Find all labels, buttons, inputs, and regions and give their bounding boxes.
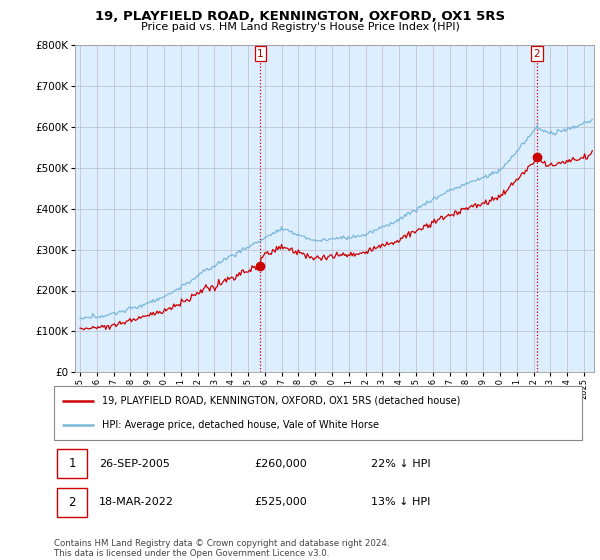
FancyBboxPatch shape: [54, 386, 582, 440]
Text: 13% ↓ HPI: 13% ↓ HPI: [371, 497, 430, 507]
FancyBboxPatch shape: [56, 488, 87, 517]
Text: Contains HM Land Registry data © Crown copyright and database right 2024.
This d: Contains HM Land Registry data © Crown c…: [54, 539, 389, 558]
Text: 1: 1: [68, 457, 76, 470]
Text: 1: 1: [257, 49, 264, 59]
Text: 22% ↓ HPI: 22% ↓ HPI: [371, 459, 430, 469]
Text: £260,000: £260,000: [254, 459, 307, 469]
Text: 2: 2: [534, 49, 541, 59]
Text: 19, PLAYFIELD ROAD, KENNINGTON, OXFORD, OX1 5RS (detached house): 19, PLAYFIELD ROAD, KENNINGTON, OXFORD, …: [101, 396, 460, 406]
Text: 19, PLAYFIELD ROAD, KENNINGTON, OXFORD, OX1 5RS: 19, PLAYFIELD ROAD, KENNINGTON, OXFORD, …: [95, 10, 505, 23]
Text: Price paid vs. HM Land Registry's House Price Index (HPI): Price paid vs. HM Land Registry's House …: [140, 22, 460, 32]
Text: 2: 2: [68, 496, 76, 509]
Text: £525,000: £525,000: [254, 497, 307, 507]
Text: 18-MAR-2022: 18-MAR-2022: [99, 497, 174, 507]
Text: HPI: Average price, detached house, Vale of White Horse: HPI: Average price, detached house, Vale…: [101, 420, 379, 430]
Text: 26-SEP-2005: 26-SEP-2005: [99, 459, 170, 469]
FancyBboxPatch shape: [56, 449, 87, 478]
